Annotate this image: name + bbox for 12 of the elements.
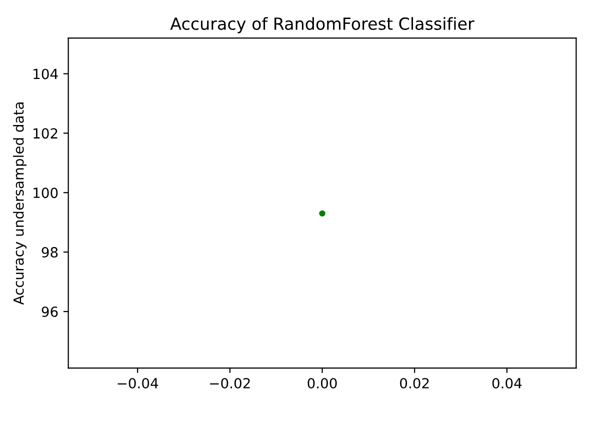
- y-tick-label: 104: [34, 68, 58, 80]
- y-tick-label: 100: [34, 188, 58, 198]
- y-tick-label: 102: [34, 128, 58, 139]
- chart-title: Accuracy of RandomForest Classifier: [170, 17, 474, 34]
- x-tick-label: 0.00: [308, 378, 337, 388]
- y-tick-label: 98: [42, 247, 58, 258]
- y-tick-label: 96: [42, 306, 58, 318]
- x-tick-label: −0.02: [210, 378, 250, 388]
- x-tick-label: 0.02: [400, 378, 429, 388]
- y-axis-title: Accuracy undersampled data: [13, 102, 27, 305]
- x-tick-label: −0.04: [118, 378, 158, 388]
- x-tick-label: 0.04: [492, 378, 522, 388]
